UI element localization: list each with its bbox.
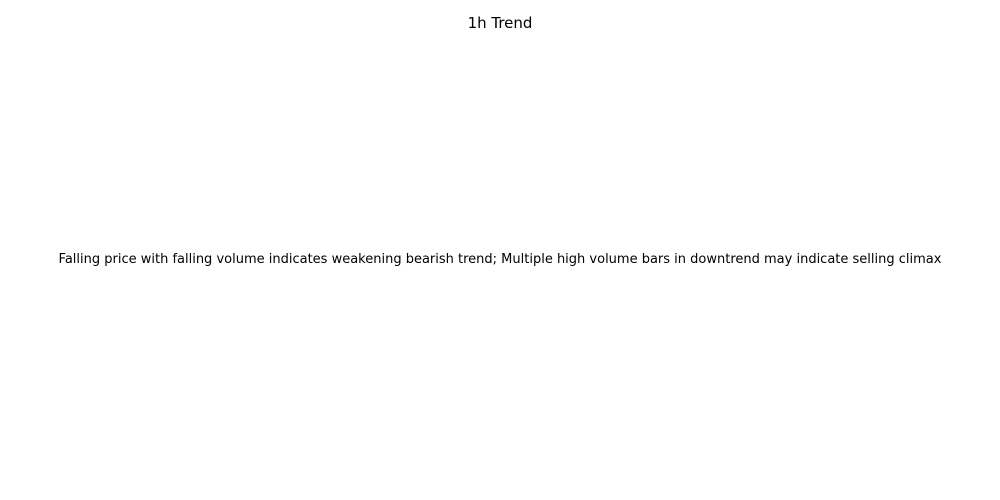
chart-title: 1h Trend: [467, 14, 533, 32]
chart-annotation: Falling price with falling volume indica…: [58, 252, 942, 267]
